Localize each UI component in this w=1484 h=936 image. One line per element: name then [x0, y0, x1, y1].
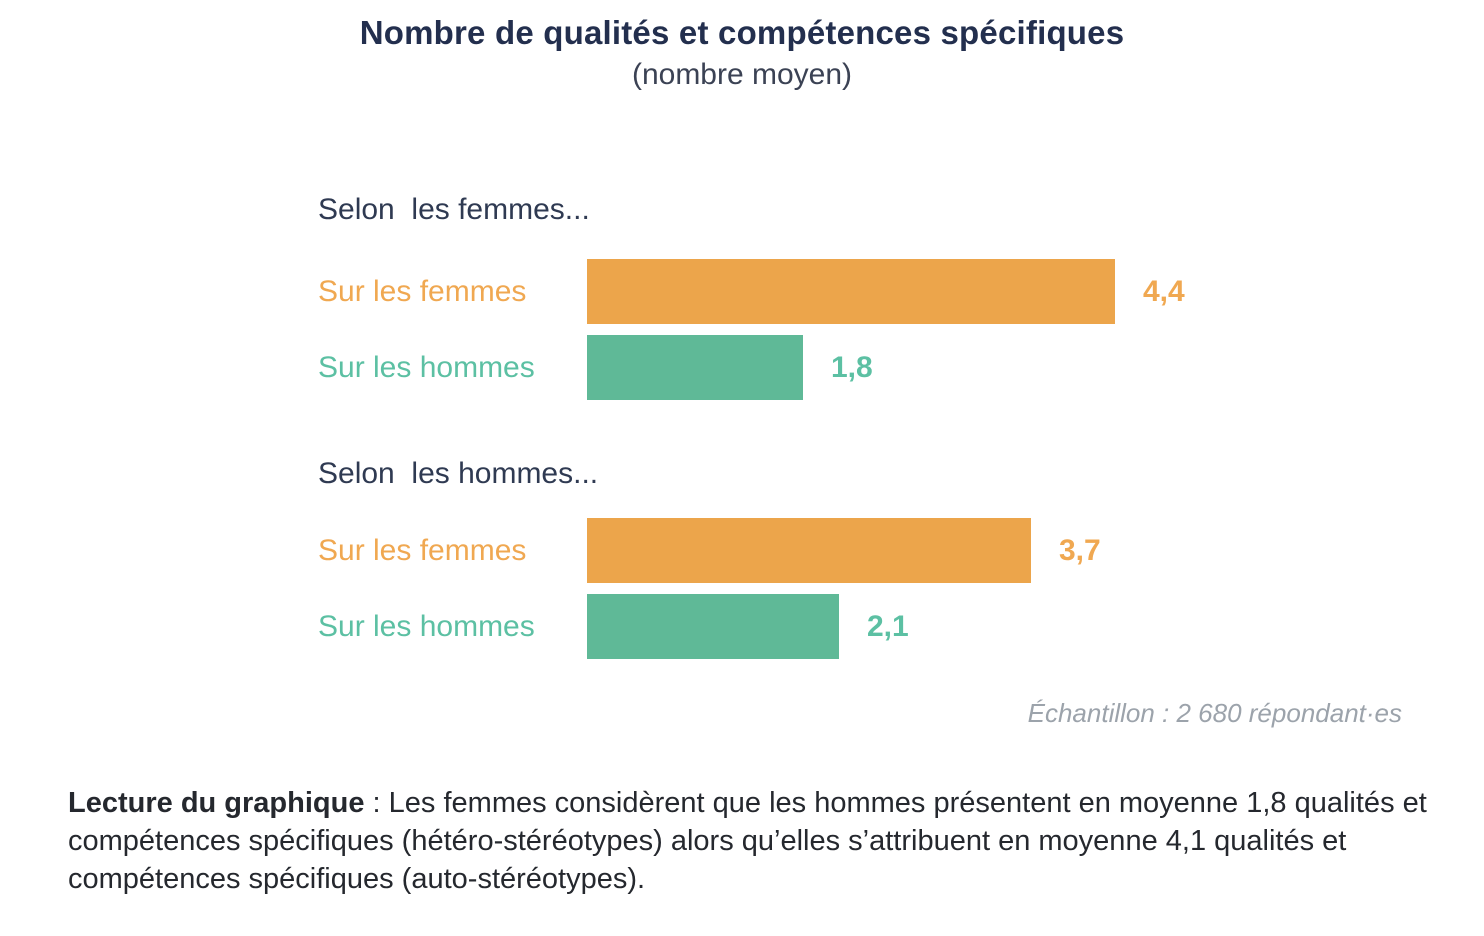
bar-row-femmes-sur-hommes: Sur les hommes 1,8: [0, 335, 1484, 400]
bar-green: [587, 335, 803, 400]
page-title: Nombre de qualités et compétences spécif…: [359, 14, 1125, 51]
bar-value: 4,4: [1143, 274, 1185, 308]
bar-value: 3,7: [1059, 533, 1101, 567]
bar-label: Sur les femmes: [318, 275, 527, 308]
reading-note: Lecture du graphique : Les femmes consid…: [68, 784, 1436, 898]
bar-orange: [587, 518, 1031, 583]
title-block: Nombre de qualités et compétences spécif…: [0, 12, 1484, 94]
bar-row-hommes-sur-femmes: Sur les femmes 3,7: [0, 518, 1484, 583]
bar-orange: [587, 259, 1115, 324]
bar-row-hommes-sur-hommes: Sur les hommes 2,1: [0, 594, 1484, 659]
bar-track: 1,8: [587, 335, 873, 400]
sample-size-note: Échantillon : 2 680 répondant·es: [1027, 698, 1402, 728]
bar-row-femmes-sur-femmes: Sur les femmes 4,4: [0, 259, 1484, 324]
bar-label: Sur les hommes: [318, 610, 535, 643]
bar-green: [587, 594, 839, 659]
bar-value: 2,1: [867, 609, 909, 643]
reading-note-text: : Les femmes considèrent que les hommes …: [68, 787, 1427, 895]
group-heading-selon-les-hommes: Selon les hommes...: [318, 457, 599, 490]
group-heading-selon-les-femmes: Selon les femmes...: [318, 193, 590, 226]
bar-value: 1,8: [831, 350, 873, 384]
bar-label: Sur les femmes: [318, 534, 527, 567]
bar-track: 2,1: [587, 594, 909, 659]
bar-track: 4,4: [587, 259, 1185, 324]
page-subtitle: (nombre moyen): [631, 57, 853, 91]
reading-note-lead: Lecture du graphique: [68, 787, 365, 819]
bar-label: Sur les hommes: [318, 351, 535, 384]
bar-track: 3,7: [587, 518, 1101, 583]
